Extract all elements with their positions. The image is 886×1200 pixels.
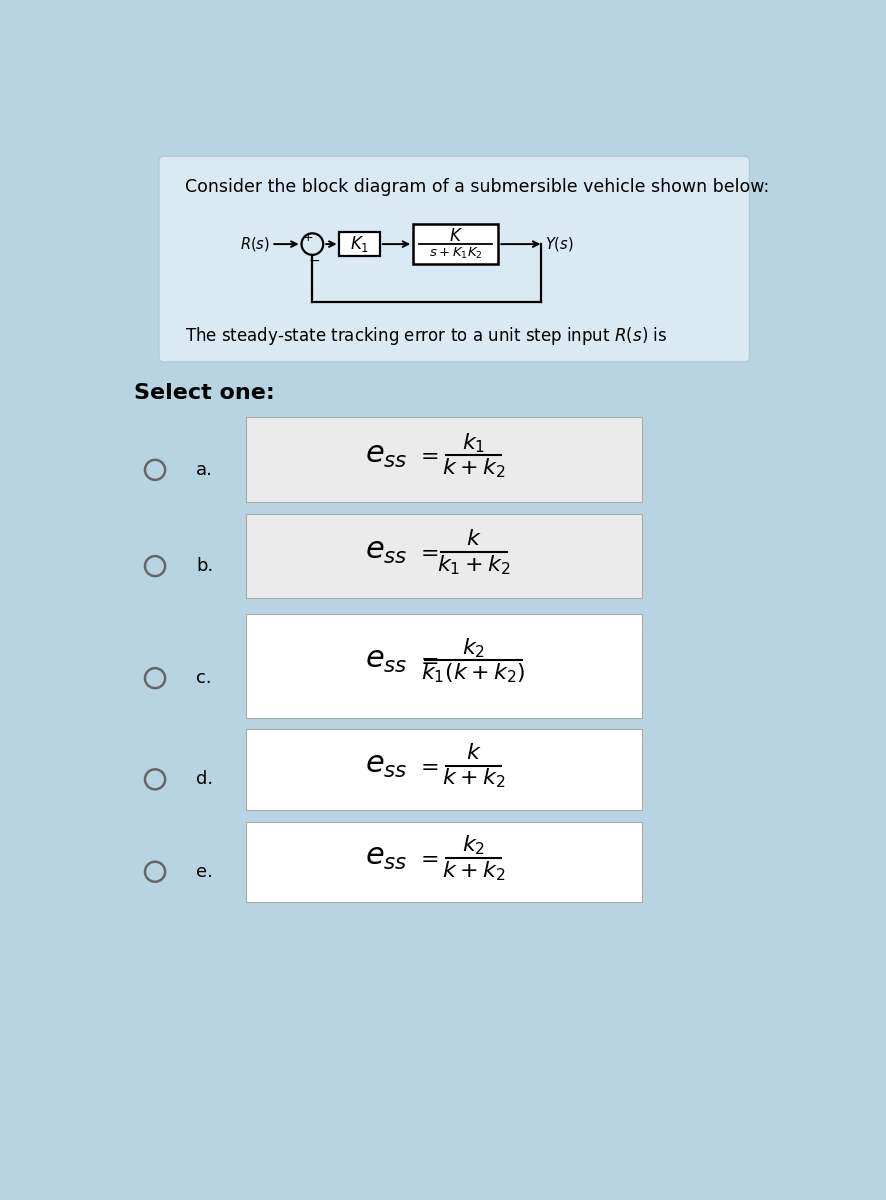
Text: $k_1(k+k_2)$: $k_1(k+k_2)$ [421,661,525,685]
Text: $Y(s)$: $Y(s)$ [544,235,573,253]
Text: e.: e. [196,863,213,881]
FancyBboxPatch shape [246,418,641,502]
Text: $K_1$: $K_1$ [350,234,369,254]
Text: The steady-state tracking error to a unit step input $R(s)$ is: The steady-state tracking error to a uni… [185,325,667,347]
Bar [413,224,498,264]
Text: +: + [303,232,314,245]
Text: $e_{ss}$: $e_{ss}$ [364,538,407,566]
Text: d.: d. [196,770,213,788]
Text: c.: c. [196,670,212,688]
FancyBboxPatch shape [246,730,641,810]
FancyBboxPatch shape [159,156,749,362]
Text: $=$: $=$ [416,848,438,868]
Text: Consider the block diagram of a submersible vehicle shown below:: Consider the block diagram of a submersi… [185,178,769,196]
Text: b.: b. [196,557,214,575]
Text: $=$: $=$ [416,445,438,466]
Text: $k_1+k_2$: $k_1+k_2$ [436,553,510,577]
Text: $k+k_2$: $k+k_2$ [441,457,505,480]
Text: $e_{ss}$: $e_{ss}$ [364,440,407,470]
Text: a.: a. [196,461,213,479]
Text: $=$: $=$ [416,756,438,775]
Bar [339,232,379,257]
Text: $=$: $=$ [416,541,438,562]
Text: $=$: $=$ [416,650,438,671]
Text: $e_{ss}$: $e_{ss}$ [364,844,407,872]
Text: Select one:: Select one: [134,383,275,403]
Text: $R(s)$: $R(s)$ [239,235,269,253]
Text: $k_2$: $k_2$ [462,834,485,858]
Text: −: − [307,254,319,268]
Text: $k_1$: $k_1$ [462,431,485,455]
FancyBboxPatch shape [246,822,641,902]
FancyBboxPatch shape [246,514,641,599]
Text: $e_{ss}$: $e_{ss}$ [364,646,407,674]
Text: $k+k_2$: $k+k_2$ [441,859,505,883]
Text: $k$: $k$ [465,529,481,550]
Text: $k+k_2$: $k+k_2$ [441,767,505,791]
Text: $k_2$: $k_2$ [462,636,485,660]
Text: $e_{ss}$: $e_{ss}$ [364,751,407,780]
Text: $s+K_1K_2$: $s+K_1K_2$ [429,246,482,260]
FancyBboxPatch shape [246,613,641,718]
Text: $k$: $k$ [465,743,481,763]
Text: $K$: $K$ [448,227,462,245]
